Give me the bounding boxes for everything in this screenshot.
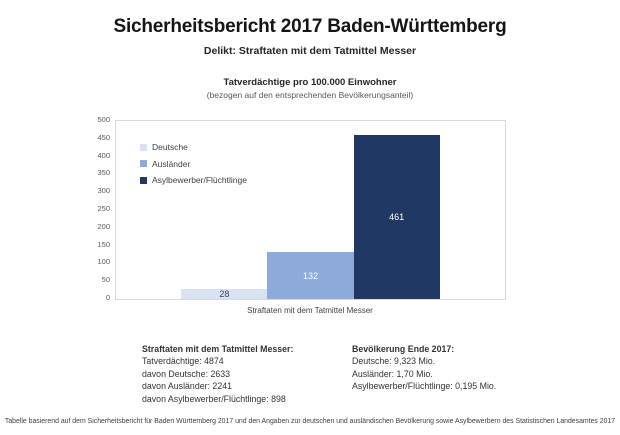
y-axis-tick-label: 50 [101, 275, 110, 285]
plot-area: Deutsche Ausländer Asylbewerber/Flüchtling… [115, 120, 506, 300]
bar-series-0: 28 [181, 289, 268, 300]
summary-offences-heading: Straftaten mit dem Tatmittel Messer: [142, 344, 294, 354]
legend-label: Ausländer [152, 158, 191, 169]
y-axis: 0 50 100 150 200 250 300 350 400 450 500 [88, 115, 110, 302]
summary-offences: Straftaten mit dem Tatmittel Messer: Tat… [142, 343, 293, 405]
page-title: Sicherheitsbericht 2017 Baden-Württember… [113, 16, 507, 37]
legend-item: Asylbewerber/Flüchtlinge [140, 175, 247, 185]
summary-line: Tatverdächtige: 4874 [142, 356, 224, 367]
y-axis-tick-label: 100 [97, 257, 110, 267]
y-axis-tick-label: 200 [97, 221, 110, 231]
legend-item: Ausländer [140, 159, 247, 169]
summary-line: davon Deutsche: 2633 [142, 368, 231, 379]
summary-line: Asylbewerber/Flüchtlinge: 0,195 Mio. [352, 381, 497, 392]
bar-data-label: 28 [219, 289, 230, 300]
source-note: Tabelle basierend auf dem Sicherheitsber… [4, 418, 616, 425]
bar-series-1: 132 [267, 252, 354, 299]
legend-label: Asylbewerber/Flüchtlinge [152, 175, 247, 185]
y-axis-tick-label: 250 [97, 204, 110, 213]
y-axis-tick-label: 150 [97, 239, 110, 249]
summary-line: Deutsche: 9,323 Mio. [352, 356, 436, 367]
y-axis-tick-label: 350 [97, 168, 110, 178]
bar-series-2: 461 [353, 134, 440, 299]
y-axis-tick-label: 500 [97, 115, 110, 124]
legend-swatch-icon [140, 160, 147, 167]
legend-swatch-icon [140, 176, 147, 184]
summary-population-heading: Bevölkerung Ende 2017: [352, 344, 455, 354]
bar-data-label: 461 [389, 211, 405, 222]
chart-title: Tatverdächtige pro 100.000 Einwohner [223, 77, 397, 88]
legend-item: Deutsche [140, 142, 247, 152]
summary-line: davon Asylbewerber/Flüchtlinge: 898 [142, 393, 286, 404]
summary-line: davon Ausländer: 2241 [142, 381, 232, 392]
bar-data-label: 132 [302, 270, 318, 281]
x-axis-category-label: Straftaten mit dem Tatmittel Messer [247, 306, 373, 315]
summary-population: Bevölkerung Ende 2017: Deutsche: 9,323 M… [352, 343, 496, 393]
legend-label: Deutsche [152, 142, 188, 152]
y-axis-tick-label: 0 [105, 293, 110, 302]
legend-swatch-icon [140, 143, 147, 151]
chart-legend: Deutsche Ausländer Asylbewerber/Flüchtling… [140, 142, 247, 192]
page-subtitle: Delikt: Straftaten mit dem Tatmittel Mes… [203, 45, 417, 57]
chart-subtitle: (bezogen auf den entsprechenden Bevölker… [206, 90, 414, 100]
summary-line: Ausländer: 1,70 Mio. [352, 368, 433, 379]
y-axis-tick-label: 400 [97, 150, 110, 160]
y-axis-tick-label: 450 [97, 132, 110, 142]
y-axis-tick-label: 300 [97, 186, 110, 196]
